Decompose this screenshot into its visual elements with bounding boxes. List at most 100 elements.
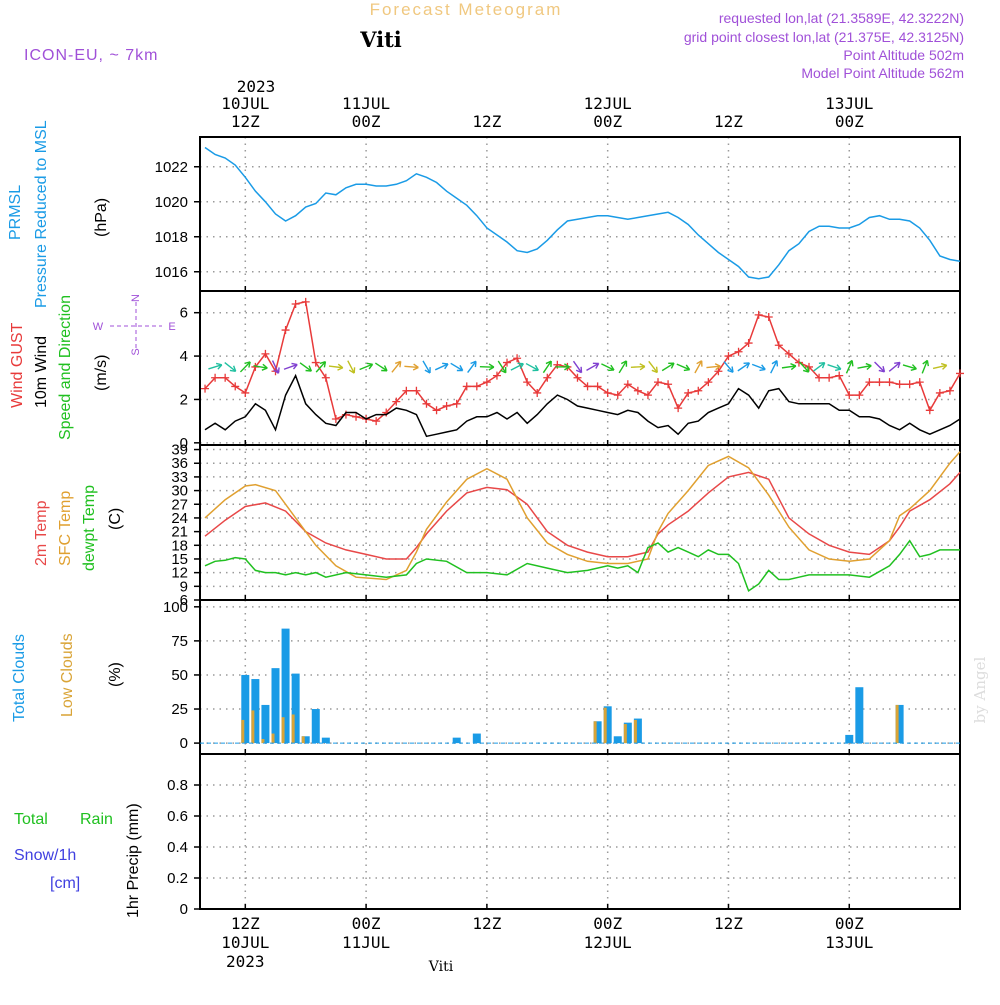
gust-marker xyxy=(312,359,320,367)
total-cloud-bar xyxy=(271,668,279,743)
bottom-time-label: 12JUL xyxy=(584,933,632,952)
y-tick-label: 50 xyxy=(171,667,188,684)
wind-arrow xyxy=(617,359,629,374)
total-cloud-bar xyxy=(261,705,269,743)
gust-marker xyxy=(433,406,441,414)
wind-arrow xyxy=(768,359,780,374)
wind-arrow xyxy=(887,360,902,374)
y-tick-label: 0.2 xyxy=(167,870,188,887)
low-cloud-bar xyxy=(261,739,264,743)
precip-labels: Total Rain Snow/1h [cm] xyxy=(14,811,113,892)
bottom-time-label: 00Z xyxy=(352,914,381,933)
credit-label: by Angel xyxy=(971,656,989,723)
snow-unit-label: [cm] xyxy=(50,875,80,892)
y-tick-label: 0.4 xyxy=(167,839,188,856)
total-cloud-bar xyxy=(453,738,461,743)
gust-marker xyxy=(322,374,330,382)
location-title: Viti xyxy=(359,27,402,52)
wind-arrow xyxy=(585,361,600,373)
gust-marker xyxy=(604,389,612,397)
low-cloud-bar xyxy=(896,705,899,743)
total-cloud-bar xyxy=(855,687,863,743)
gust-marker xyxy=(292,300,300,308)
gust-marker xyxy=(916,378,924,386)
total-cloud-bar xyxy=(312,709,320,743)
wind-arrow xyxy=(676,361,691,372)
wind-arrow xyxy=(751,362,766,373)
y-tick-label: 2 xyxy=(180,391,188,408)
gust-marker xyxy=(634,387,642,395)
wind-arrow xyxy=(844,359,855,374)
gust-marker xyxy=(875,378,883,386)
y-tick-label: 1020 xyxy=(155,194,188,211)
wind-arrow xyxy=(872,360,886,374)
gust-marker xyxy=(674,404,682,412)
gust-marker xyxy=(241,389,249,397)
top-time-label: 10JUL xyxy=(221,94,269,113)
low-cloud-bar xyxy=(624,724,627,743)
y-tick-label: 0 xyxy=(180,901,188,918)
grid-point-coords: grid point closest lon,lat (21.375E, 42.… xyxy=(684,29,964,45)
precip-unit: 1hr Precip (mm) xyxy=(125,803,142,918)
wind-arrow xyxy=(631,364,645,371)
bottom-time-label: 13JUL xyxy=(825,933,873,952)
wind-arrow xyxy=(434,361,449,372)
wind-arrow xyxy=(827,362,842,372)
bottom-time-label: 11JUL xyxy=(342,933,390,952)
wind10-label: 10m Wind xyxy=(33,336,50,408)
wind-arrow xyxy=(208,362,223,372)
gust-marker xyxy=(302,298,310,306)
clouds-unit: (%) xyxy=(107,662,124,687)
sfc-label: SFC Temp xyxy=(57,491,74,566)
wind-arrow xyxy=(465,359,478,374)
gust-marker xyxy=(755,311,763,319)
rain-label: Rain xyxy=(80,811,113,828)
wind-arrow xyxy=(692,359,704,374)
bottom-time-label: 10JUL xyxy=(221,933,269,952)
temp-unit: (C) xyxy=(107,508,124,530)
top-time-label: 12JUL xyxy=(584,94,632,113)
panel-frame xyxy=(200,291,960,445)
prmsl-label: PRMSL xyxy=(7,185,24,240)
wind-arrow xyxy=(902,362,917,372)
total-cloud-bar xyxy=(614,736,622,743)
compass-legend: N S W E xyxy=(93,294,176,356)
y-tick-label: 1016 xyxy=(155,264,188,281)
gust-marker xyxy=(845,391,853,399)
gust-marker xyxy=(956,369,964,377)
bottom-time-label: 2023 xyxy=(226,952,265,971)
gust-marker xyxy=(443,402,451,410)
wind-arrow xyxy=(390,360,403,375)
y-tick-label: 0.6 xyxy=(167,808,188,825)
y-tick-label: 0 xyxy=(180,735,188,752)
bottom-time-label: 00Z xyxy=(835,914,864,933)
wind-arrow xyxy=(345,359,357,374)
wind-arrow xyxy=(661,361,676,374)
low-cloud-bar xyxy=(251,710,254,743)
wind-arrow xyxy=(283,362,298,372)
series-line xyxy=(205,302,960,421)
requested-coords: requested lon,lat (21.3589E, 42.3222N) xyxy=(719,10,964,26)
panel-frame xyxy=(200,445,960,600)
wind-arrow xyxy=(736,360,751,373)
total-cloud-bar xyxy=(845,735,853,743)
plot-area: 1016101810201022024669121518212427303336… xyxy=(155,94,964,971)
low-cloud-bar xyxy=(302,736,305,743)
wind-arrow xyxy=(223,360,238,373)
gust-marker xyxy=(835,372,843,380)
y-tick-label: 39 xyxy=(171,442,188,459)
panel-frame xyxy=(200,754,960,909)
wind-arrow xyxy=(812,360,827,373)
prmsl-desc: Pressure Reduced to MSL xyxy=(33,120,50,308)
gust-marker xyxy=(463,382,471,390)
top-time-label: 00Z xyxy=(593,112,622,131)
prmsl-unit: (hPa) xyxy=(93,198,110,237)
y-tick-label: 25 xyxy=(171,701,188,718)
wind-arrow xyxy=(932,362,947,371)
low-cloud-bar xyxy=(292,714,295,743)
wind-arrow xyxy=(404,363,418,370)
total-label: Total xyxy=(14,811,48,828)
top-time-label: 00Z xyxy=(352,112,381,131)
gust-marker xyxy=(664,380,672,388)
